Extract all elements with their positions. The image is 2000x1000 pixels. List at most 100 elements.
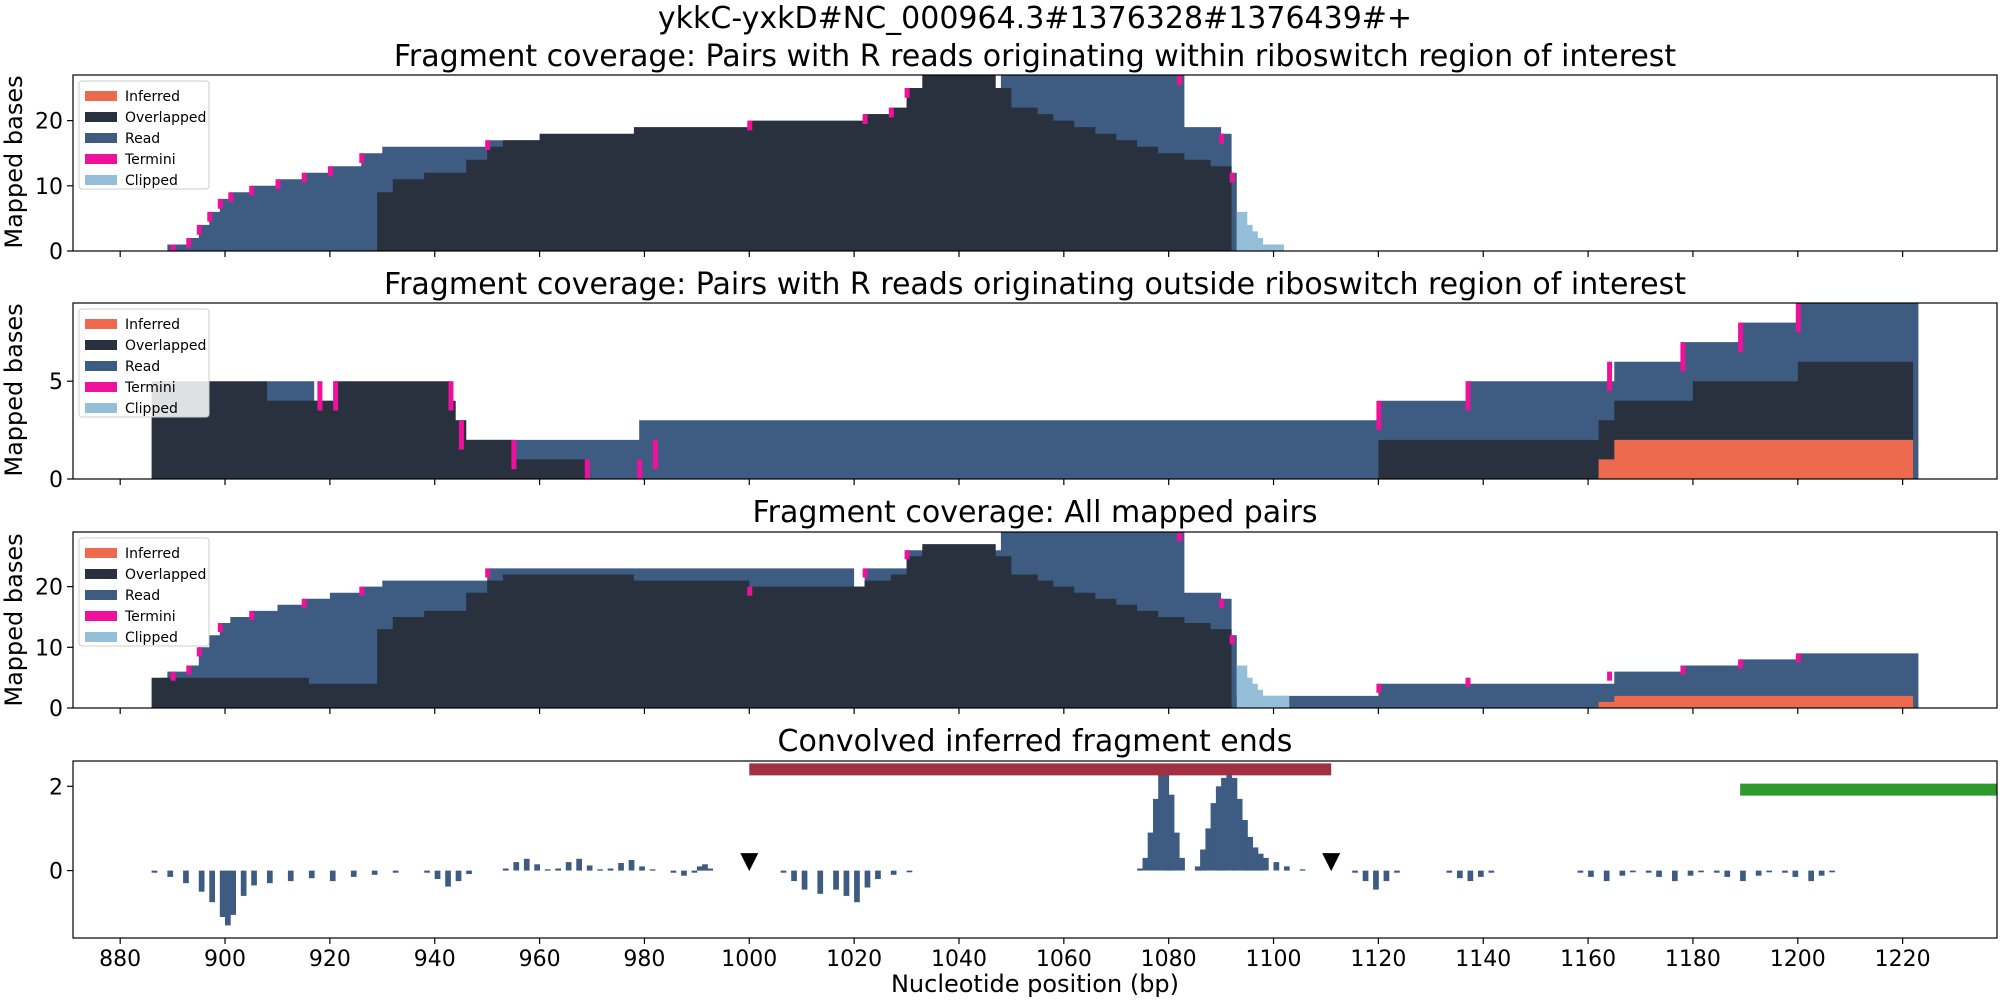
convolved-bar <box>1352 870 1358 873</box>
convolved-bar <box>1226 769 1233 871</box>
ylabel-within: Mapped bases <box>0 75 28 248</box>
x-tick-label: 1060 <box>1036 947 1092 972</box>
x-tick-label: 880 <box>99 947 141 972</box>
convolved-bar <box>198 870 205 892</box>
legend: Inferred Overlapped Read Termini Clipped <box>78 308 210 418</box>
convolved-bar <box>267 870 273 884</box>
convolved-bar <box>1656 870 1662 877</box>
convolved-bar <box>1284 866 1290 871</box>
convolved-bar <box>1457 870 1463 879</box>
convolved-bar <box>1645 870 1652 873</box>
termini-mark <box>1607 671 1613 681</box>
x-tick-label: 1180 <box>1665 947 1721 972</box>
y-tick-label: 20 <box>35 110 63 135</box>
plot-area <box>151 763 1997 926</box>
y-tick-label: 2 <box>49 775 63 800</box>
legend-label-termini: Termini <box>124 152 176 168</box>
convolved-bar <box>523 858 530 871</box>
legend-label-overlapped: Overlapped <box>125 110 206 126</box>
termini-mark <box>196 224 202 235</box>
axes-frame <box>72 760 1998 939</box>
panel-all: Fragment coverage: All mapped pairs Mapp… <box>0 495 1998 722</box>
termini-mark <box>1465 381 1471 411</box>
termini-mark <box>1219 598 1225 608</box>
y-tick-label: 0 <box>49 240 63 265</box>
convolved-bar <box>1273 862 1280 871</box>
axes-frame <box>72 74 1998 252</box>
termini-mark <box>1177 75 1183 85</box>
legend-swatch-overlapped <box>85 112 117 122</box>
convolved-bar <box>1619 870 1626 876</box>
convolved-bar <box>864 870 871 888</box>
convolved-bar <box>434 870 441 879</box>
x-tick-label: 1020 <box>826 947 882 972</box>
convolved-bar <box>424 870 430 873</box>
series-inferred <box>1598 439 1919 479</box>
legend-label-inferred: Inferred <box>125 546 180 562</box>
convolved-bar <box>392 870 399 873</box>
convolved-bar <box>1257 853 1264 871</box>
termini-mark <box>333 381 339 411</box>
termini-mark <box>359 586 365 596</box>
convolved-bar <box>502 868 509 871</box>
termini-mark <box>458 420 464 450</box>
convolved-bar <box>1446 870 1453 873</box>
y-tick-label: 0 <box>49 468 63 493</box>
termini-mark <box>249 610 255 620</box>
plot-all: Inferred Overlapped Read Termini Clipped 0 10 2… <box>35 531 1998 722</box>
convolved-bar <box>1168 794 1175 871</box>
legend-label-read: Read <box>125 131 160 147</box>
termini-mark <box>747 120 753 131</box>
ylabel-all: Mapped bases <box>0 533 28 706</box>
termini-mark <box>186 238 192 248</box>
x-tick-label: 920 <box>309 947 351 972</box>
termini-mark <box>228 192 234 203</box>
convolved-bar <box>906 870 913 873</box>
termini-mark <box>327 166 333 177</box>
termini-mark <box>637 459 643 479</box>
termini-mark <box>904 550 910 560</box>
x-tick-label: 940 <box>414 947 456 972</box>
convolved-bar <box>586 865 593 871</box>
termini-mark <box>862 568 868 578</box>
x-tick-label: 960 <box>519 947 561 972</box>
axes-frame <box>72 531 1998 709</box>
convolved-bar <box>1236 798 1243 871</box>
legend-swatch-clipped <box>85 175 117 185</box>
termini-mark <box>584 459 590 479</box>
convolved-bar <box>544 869 551 871</box>
convolved-bar <box>1163 765 1170 871</box>
convolved-bar <box>1221 777 1227 871</box>
convolved-bar <box>576 858 582 871</box>
convolved-bar <box>1577 870 1584 873</box>
x-tick-label: 1140 <box>1455 947 1511 972</box>
convolved-bar <box>1467 870 1474 882</box>
convolved-bar <box>167 870 174 877</box>
axes-frame <box>72 302 1998 480</box>
legend-label-read: Read <box>125 359 160 375</box>
legend-swatch-read <box>85 361 117 371</box>
convolved-bar <box>1488 870 1495 873</box>
convolved-bar <box>1383 870 1390 882</box>
plot-within: Inferred Overlapped Read Termini Clipped 0 10 2… <box>35 74 1998 265</box>
legend: Inferred Overlapped Read Termini Clipped <box>78 537 210 647</box>
termini-mark <box>1465 677 1471 687</box>
legend-swatch-termini <box>85 154 117 164</box>
convolved-bar <box>1362 870 1369 882</box>
ylabel-outside: Mapped bases <box>0 303 28 476</box>
convolved-bar <box>1603 870 1610 882</box>
convolved-bar <box>1687 870 1694 876</box>
plot-outside: Inferred Overlapped Read Termini Clipped 0 5 <box>49 302 1998 493</box>
termini-mark <box>301 598 307 608</box>
convolved-bar <box>1231 777 1238 871</box>
convolved-bar <box>1247 836 1253 871</box>
convolved-bar <box>696 866 703 871</box>
legend-swatch-read <box>85 590 117 600</box>
termini-mark <box>485 140 491 150</box>
legend-swatch-overlapped <box>85 340 117 350</box>
x-tick-label: 1200 <box>1770 947 1826 972</box>
y-tick-label: 0 <box>49 860 63 885</box>
legend-label-termini: Termini <box>124 609 176 625</box>
termini-mark <box>511 439 517 470</box>
convolved-bar <box>628 860 635 871</box>
